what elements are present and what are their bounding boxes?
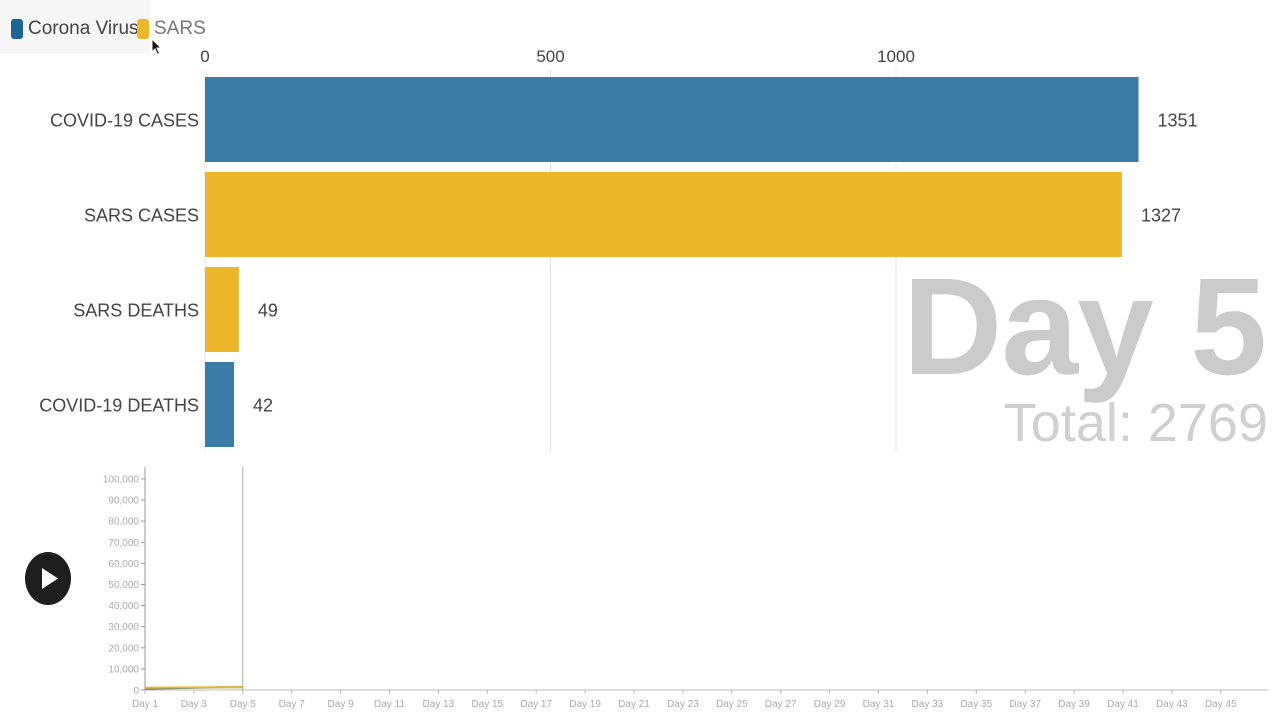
x-tick-label: Day 19 xyxy=(569,699,601,710)
legend-label-sars: SARS xyxy=(154,18,206,39)
x-tick-label: Day 35 xyxy=(960,699,992,710)
x-tick-label: Day 41 xyxy=(1107,699,1139,710)
total-label: Total: 2769 xyxy=(1003,393,1268,453)
category-label: SARS CASES xyxy=(84,206,199,226)
x-tick-label: 1000 xyxy=(877,47,915,66)
play-icon xyxy=(42,568,58,589)
x-tick-label: 0 xyxy=(200,47,209,66)
y-tick-label: 0 xyxy=(133,686,139,697)
x-tick-label: Day 5 xyxy=(230,699,257,710)
series-line xyxy=(144,686,243,689)
x-tick-label: Day 23 xyxy=(667,699,699,710)
y-tick-label: 100,000 xyxy=(103,475,140,486)
data-label: 1327 xyxy=(1141,206,1181,226)
legend-swatch-corona xyxy=(11,19,23,39)
x-tick-label: Day 33 xyxy=(912,699,944,710)
mouse-cursor-icon xyxy=(151,38,163,56)
x-tick-label: Day 25 xyxy=(716,699,748,710)
x-tick-label: Day 31 xyxy=(863,699,895,710)
timeline-chart: 0 10,000 20,000 30,000 40,000 50,000 60,000 70,… xyxy=(103,467,1268,710)
legend-item-sars[interactable]: SARS xyxy=(137,18,206,40)
y-tick-label: 40,000 xyxy=(108,601,139,612)
y-tick-label: 10,000 xyxy=(108,664,139,675)
x-tick-label: Day 15 xyxy=(471,699,503,710)
y-tick-label: 20,000 xyxy=(108,643,139,654)
y-tick-label: 60,000 xyxy=(108,559,139,570)
legend-label-corona: Corona Virus xyxy=(28,18,139,39)
category-label: COVID-19 CASES xyxy=(50,111,199,131)
x-tick-label: Day 29 xyxy=(814,699,846,710)
x-tick-label: Day 39 xyxy=(1058,699,1090,710)
x-tick-label: Day 13 xyxy=(423,699,455,710)
play-button[interactable] xyxy=(25,552,71,605)
x-tick-label: Day 3 xyxy=(181,699,208,710)
legend-swatch-sars xyxy=(137,19,149,39)
x-tick-label: Day 7 xyxy=(279,699,306,710)
bar xyxy=(205,362,235,447)
y-tick-label: 90,000 xyxy=(108,496,139,507)
data-label: 1351 xyxy=(1158,111,1198,131)
x-tick-label: Day 9 xyxy=(328,699,355,710)
y-tick-label: 80,000 xyxy=(108,517,139,528)
x-tick-label: Day 45 xyxy=(1205,699,1237,710)
y-tick-label: 70,000 xyxy=(108,538,139,549)
y-tick-label: 30,000 xyxy=(108,622,139,633)
category-label: COVID-19 DEATHS xyxy=(39,396,199,416)
x-tick-label: Day 1 xyxy=(132,699,159,710)
current-day-label: Day 5 xyxy=(902,250,1267,404)
bar xyxy=(205,267,239,352)
x-tick-label: Day 37 xyxy=(1009,699,1041,710)
bar-chart: 0 500 1000 COVID-19 CASES 1351 SARS CASES 1327… xyxy=(39,47,1198,452)
bar xyxy=(205,77,1139,162)
legend: Corona Virus SARS xyxy=(0,0,206,54)
category-label: SARS DEATHS xyxy=(73,301,199,321)
data-label: 42 xyxy=(253,396,273,416)
x-tick-label: Day 27 xyxy=(765,699,797,710)
x-tick-label: Day 21 xyxy=(618,699,650,710)
x-tick-label: 500 xyxy=(536,47,564,66)
y-tick-label: 50,000 xyxy=(108,580,139,591)
legend-item-corona[interactable]: Corona Virus xyxy=(11,18,139,40)
x-tick-label: Day 17 xyxy=(520,699,552,710)
data-label: 49 xyxy=(258,301,278,321)
x-tick-label: Day 11 xyxy=(374,699,405,710)
x-tick-label: Day 43 xyxy=(1156,699,1188,710)
bar xyxy=(205,172,1122,257)
